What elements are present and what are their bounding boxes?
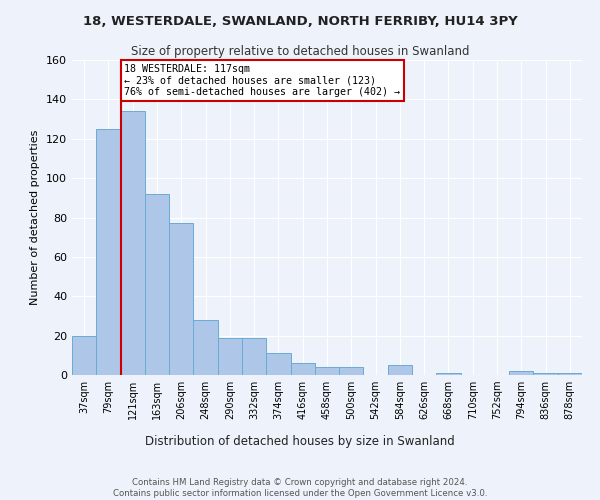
Text: Distribution of detached houses by size in Swanland: Distribution of detached houses by size … xyxy=(145,435,455,448)
Bar xyxy=(509,371,533,375)
Bar xyxy=(290,363,315,375)
Bar xyxy=(169,224,193,375)
Bar xyxy=(266,354,290,375)
Text: 18, WESTERDALE, SWANLAND, NORTH FERRIBY, HU14 3PY: 18, WESTERDALE, SWANLAND, NORTH FERRIBY,… xyxy=(83,15,517,28)
Text: Size of property relative to detached houses in Swanland: Size of property relative to detached ho… xyxy=(131,45,469,58)
Bar xyxy=(72,336,96,375)
Bar xyxy=(533,373,558,375)
Bar xyxy=(96,129,121,375)
Bar xyxy=(145,194,169,375)
Bar xyxy=(388,365,412,375)
Bar xyxy=(558,373,582,375)
Bar xyxy=(315,367,339,375)
Bar xyxy=(193,320,218,375)
Bar xyxy=(436,373,461,375)
Bar xyxy=(242,338,266,375)
Bar xyxy=(218,338,242,375)
Text: 18 WESTERDALE: 117sqm
← 23% of detached houses are smaller (123)
76% of semi-det: 18 WESTERDALE: 117sqm ← 23% of detached … xyxy=(124,64,400,97)
Y-axis label: Number of detached properties: Number of detached properties xyxy=(31,130,40,305)
Bar xyxy=(339,367,364,375)
Text: Contains HM Land Registry data © Crown copyright and database right 2024.
Contai: Contains HM Land Registry data © Crown c… xyxy=(113,478,487,498)
Bar xyxy=(121,111,145,375)
